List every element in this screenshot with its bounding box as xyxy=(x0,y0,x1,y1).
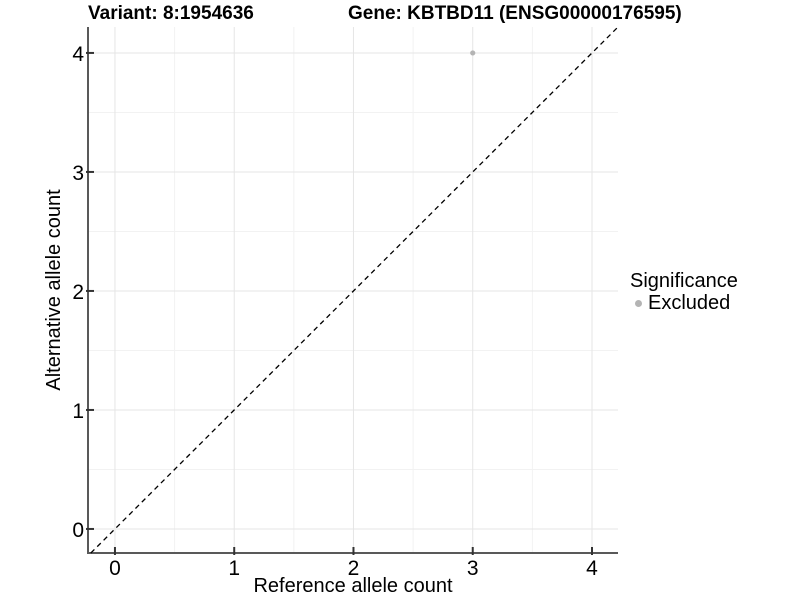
x-tick-label: 2 xyxy=(348,557,360,580)
y-tick-label: 0 xyxy=(72,519,84,542)
variant-title: Variant: 8:1954636 xyxy=(88,3,254,24)
legend-item-label: Excluded xyxy=(648,292,731,314)
legend-item-excluded: Excluded xyxy=(630,292,738,314)
y-tick-label: 1 xyxy=(72,400,84,423)
y-axis-label: Alternative allele count xyxy=(43,189,65,391)
y-tick-label: 2 xyxy=(72,281,84,304)
identity-reference-line xyxy=(90,26,619,554)
x-tick-label: 0 xyxy=(109,557,121,580)
y-tick-label: 4 xyxy=(72,43,84,66)
minor-gridlines xyxy=(88,27,618,553)
excluded-dot-icon xyxy=(635,299,642,307)
identity-line xyxy=(90,26,619,554)
x-tick-label: 1 xyxy=(228,557,240,580)
axis-ticks xyxy=(86,51,594,555)
gene-title: Gene: KBTBD11 (ENSG00000176595) xyxy=(348,3,682,24)
major-gridlines xyxy=(88,27,618,553)
y-tick-label: 3 xyxy=(72,162,84,185)
x-tick-label: 4 xyxy=(586,557,598,580)
tick-labels: 0 1 2 3 4 0 1 2 3 4 xyxy=(72,43,598,580)
legend-title: Significance xyxy=(630,270,738,292)
legend: Significance Excluded xyxy=(630,270,738,314)
data-points xyxy=(470,50,476,56)
x-tick-label: 3 xyxy=(467,557,479,580)
x-axis-label: Reference allele count xyxy=(253,575,452,597)
scatter-point xyxy=(470,50,476,56)
